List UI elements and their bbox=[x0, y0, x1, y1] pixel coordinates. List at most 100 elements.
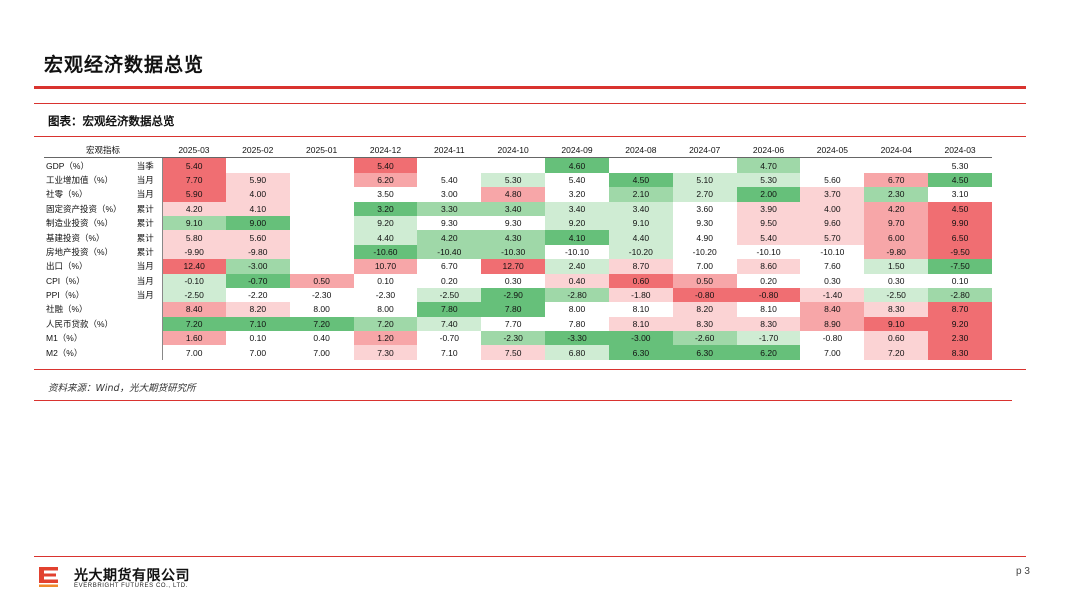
indicator-name: GDP（%） bbox=[46, 160, 89, 171]
data-cell: 7.80 bbox=[481, 302, 546, 317]
indicator-frequency bbox=[129, 345, 162, 359]
data-cell bbox=[672, 157, 737, 173]
data-cell: 4.70 bbox=[736, 157, 801, 173]
page-number: p 3 bbox=[1016, 566, 1030, 577]
data-cell: 1.50 bbox=[864, 259, 929, 274]
data-cell: -0.80 bbox=[736, 287, 801, 303]
data-cell: -0.80 bbox=[672, 287, 737, 303]
data-cell: -10.20 bbox=[672, 244, 737, 260]
data-cell: 5.90 bbox=[161, 187, 226, 202]
data-cell: 3.90 bbox=[736, 201, 801, 216]
company-name-en: EVERBRIGHT FUTURES CO., LTD. bbox=[74, 583, 188, 589]
data-cell bbox=[289, 172, 354, 188]
data-cell: 8.30 bbox=[928, 345, 992, 360]
data-cell: 5.40 bbox=[161, 157, 226, 173]
data-cell: 4.00 bbox=[800, 201, 865, 216]
data-cell: 0.60 bbox=[608, 273, 673, 288]
indicator-name: 制造业投资（%） bbox=[46, 218, 114, 229]
data-cell: 9.70 bbox=[864, 215, 929, 231]
column-header: 2024-04 bbox=[864, 143, 929, 159]
data-cell: 0.60 bbox=[864, 331, 929, 346]
data-cell: 8.00 bbox=[289, 302, 354, 317]
data-cell: 7.00 bbox=[161, 345, 226, 360]
data-cell: 5.30 bbox=[736, 172, 801, 188]
data-cell: 9.90 bbox=[928, 215, 992, 231]
table-row: M1（%） 1.60 0.10 0.40 1.20 -0.70 -2.30 -3.30 -3.0… bbox=[44, 331, 992, 346]
data-cell: 5.90 bbox=[225, 172, 290, 188]
data-cell: -2.30 bbox=[289, 287, 354, 303]
data-cell: 12.40 bbox=[161, 259, 226, 274]
data-cell: 3.10 bbox=[928, 187, 992, 202]
table-row: M2（%） 7.00 7.00 7.00 7.30 7.10 7.50 6.80 6.30 6.3… bbox=[44, 345, 992, 360]
indicator-frequency bbox=[129, 331, 162, 345]
data-cell: 4.90 bbox=[672, 230, 737, 245]
data-cell: 4.50 bbox=[928, 172, 992, 188]
data-cell: 1.60 bbox=[161, 331, 226, 346]
table-header-row: 宏观指标 2025-03 2025-02 2025-01 2024-12 2024-11… bbox=[44, 143, 992, 159]
data-cell: 9.30 bbox=[481, 215, 546, 231]
figure-top-divider bbox=[34, 103, 1026, 104]
data-cell: 6.20 bbox=[736, 345, 801, 360]
data-cell: 8.70 bbox=[608, 259, 673, 274]
data-cell: 4.20 bbox=[864, 201, 929, 216]
data-cell: 7.20 bbox=[864, 345, 929, 360]
data-cell: 5.80 bbox=[161, 230, 226, 245]
data-cell: 3.70 bbox=[800, 187, 865, 202]
data-cell: 5.60 bbox=[225, 230, 290, 245]
data-cell: 8.30 bbox=[736, 316, 801, 332]
data-cell: 0.30 bbox=[800, 273, 865, 288]
data-cell: 2.00 bbox=[736, 187, 801, 202]
data-cell: 7.20 bbox=[353, 316, 418, 332]
data-cell: 9.30 bbox=[672, 215, 737, 231]
table-row: 制造业投资（%） 累计 9.10 9.00 9.20 9.30 9.30 9.20 9.10 9.… bbox=[44, 215, 992, 231]
column-header: 2024-07 bbox=[672, 143, 737, 159]
source-divider bbox=[34, 400, 1012, 401]
table-body: GDP（%） 当季 5.40 5.40 4.60 4.70 5.30 工业增加值（%） 当月 7.… bbox=[44, 157, 992, 360]
data-cell: -10.10 bbox=[800, 244, 865, 260]
indicator-frequency: 当月 bbox=[136, 275, 154, 286]
data-cell: 0.50 bbox=[672, 273, 737, 288]
indicator-name: 社零（%） bbox=[46, 189, 88, 200]
table-row: 房地产投资（%） 累计 -9.90 -9.80 -10.60 -10.40 -10.30 -1… bbox=[44, 244, 992, 260]
data-cell: 9.10 bbox=[608, 215, 673, 231]
column-header: 2024-12 bbox=[353, 143, 418, 159]
title-divider bbox=[34, 86, 1026, 89]
indicator-name: 固定资产投资（%） bbox=[46, 203, 122, 214]
data-cell: 4.30 bbox=[481, 230, 546, 245]
column-header: 2024-09 bbox=[545, 143, 609, 159]
data-cell: 8.40 bbox=[800, 302, 865, 317]
data-cell: -2.50 bbox=[864, 287, 929, 303]
data-cell: 8.00 bbox=[545, 302, 609, 317]
data-cell: 4.00 bbox=[225, 187, 290, 202]
data-cell: -3.00 bbox=[608, 331, 673, 346]
data-cell: 0.10 bbox=[353, 273, 418, 288]
data-cell: -3.00 bbox=[225, 259, 290, 274]
data-cell: 8.60 bbox=[736, 259, 801, 274]
data-cell: -0.80 bbox=[800, 331, 865, 346]
data-cell: -1.80 bbox=[608, 287, 673, 303]
everbright-logo-icon bbox=[36, 563, 62, 589]
data-cell: 3.20 bbox=[353, 201, 418, 216]
data-cell: 5.70 bbox=[800, 230, 865, 245]
data-cell: 3.60 bbox=[672, 201, 737, 216]
data-cell: 3.30 bbox=[417, 201, 482, 216]
data-cell: 2.30 bbox=[928, 331, 992, 346]
data-cell: 7.70 bbox=[161, 172, 226, 188]
page-title: 宏观经济数据总览 bbox=[44, 54, 205, 76]
data-cell: 6.30 bbox=[672, 345, 737, 360]
data-cell: 9.20 bbox=[545, 215, 609, 231]
data-cell bbox=[481, 157, 546, 173]
table-row: 固定资产投资（%） 累计 4.20 4.10 3.20 3.30 3.40 3.40 3.40 3… bbox=[44, 201, 992, 216]
indicator-frequency bbox=[129, 302, 162, 316]
data-cell bbox=[289, 187, 354, 202]
data-cell: -9.80 bbox=[864, 244, 929, 260]
data-cell: -10.40 bbox=[417, 244, 482, 260]
indicator-name: PPI（%） bbox=[46, 290, 85, 301]
data-cell: 7.80 bbox=[417, 302, 482, 317]
data-cell: 7.00 bbox=[800, 345, 865, 360]
data-cell: 7.80 bbox=[545, 316, 609, 332]
data-cell: 6.50 bbox=[928, 230, 992, 245]
indicator-name: 房地产投资（%） bbox=[46, 246, 114, 257]
indicator-frequency: 累计 bbox=[136, 232, 154, 243]
indicator-name: 基建投资（%） bbox=[46, 232, 105, 243]
